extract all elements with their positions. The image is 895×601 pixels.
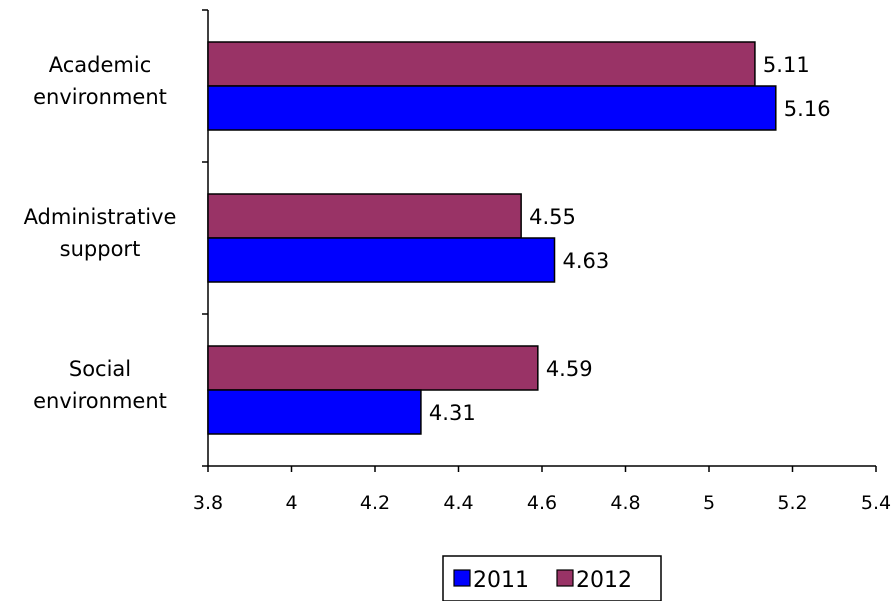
bar-2012 bbox=[207, 193, 522, 239]
category-labels: Academic environment Administrative support… bbox=[24, 53, 177, 413]
category-label-line: Social bbox=[69, 357, 131, 381]
x-axis-ticks: 3.8 4 4.2 4.4 4.6 4.8 5 5.2 5.4 bbox=[193, 466, 891, 514]
data-label: 5.11 bbox=[763, 53, 810, 77]
category-label-line: Administrative bbox=[24, 205, 177, 229]
bar-2011 bbox=[207, 237, 556, 283]
legend-swatch-2012 bbox=[556, 569, 574, 587]
x-tick-label: 4.6 bbox=[527, 492, 557, 514]
category-label-line: environment bbox=[33, 389, 167, 413]
category-label-line: support bbox=[60, 237, 141, 261]
legend-box bbox=[442, 555, 662, 601]
data-labels: 5.11 5.16 4.55 4.63 4.59 4.31 bbox=[429, 53, 831, 425]
legend-label-2012: 2012 bbox=[576, 568, 632, 593]
category-label-line: environment bbox=[33, 85, 167, 109]
data-label: 5.16 bbox=[784, 97, 831, 121]
x-tick-label: 4 bbox=[285, 492, 297, 514]
bar-2011 bbox=[207, 389, 422, 435]
bars bbox=[207, 41, 777, 435]
data-label: 4.31 bbox=[429, 401, 476, 425]
legend-label-2011: 2011 bbox=[473, 568, 529, 593]
data-label: 4.55 bbox=[529, 205, 576, 229]
x-tick-label: 5.4 bbox=[861, 492, 891, 514]
data-label: 4.63 bbox=[563, 249, 610, 273]
x-tick-label: 4.2 bbox=[360, 492, 390, 514]
category-label-line: Academic bbox=[49, 53, 152, 77]
bar-2011 bbox=[207, 85, 777, 131]
legend: 2011 2012 bbox=[442, 555, 662, 601]
data-label: 4.59 bbox=[546, 357, 593, 381]
category-label: Administrative support bbox=[24, 205, 177, 261]
x-tick-label: 3.8 bbox=[193, 492, 223, 514]
bar-2012 bbox=[207, 41, 756, 87]
legend-swatch-2011 bbox=[453, 569, 471, 587]
x-tick-label: 4.8 bbox=[610, 492, 640, 514]
x-tick-label: 5 bbox=[703, 492, 715, 514]
x-tick-label: 5.2 bbox=[777, 492, 807, 514]
bar-2012 bbox=[207, 345, 539, 391]
x-tick-label: 4.4 bbox=[443, 492, 473, 514]
category-label: Social environment bbox=[33, 357, 167, 413]
category-label: Academic environment bbox=[33, 53, 167, 109]
